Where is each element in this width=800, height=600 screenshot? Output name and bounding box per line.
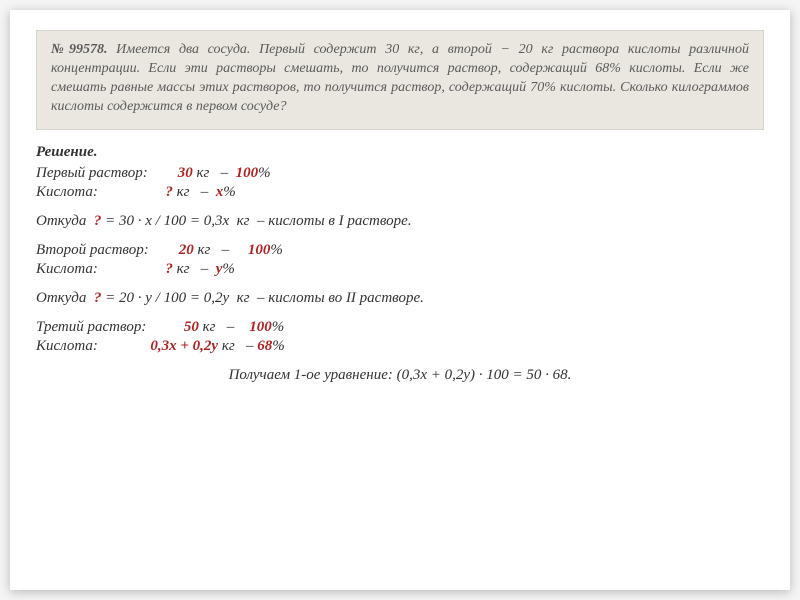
sol2-derive-word: Откуда xyxy=(36,290,94,306)
pct-sign: % xyxy=(272,338,285,354)
final-equation: Получаем 1-ое уравнение: (0,3x + 0,2y) ·… xyxy=(36,367,764,384)
sol2-l1-pct: 100 xyxy=(248,242,271,258)
sol3-l2-label: Кислота: xyxy=(36,338,98,354)
sol2-l1-val: 20 xyxy=(179,242,194,258)
sol1-line2: Кислота: ? кг – x% xyxy=(36,184,764,201)
problem-number: №99578. xyxy=(51,42,107,57)
pct-sign: % xyxy=(223,184,236,200)
sol1-derive: Откуда ? = 30 · x / 100 = 0,3x кг – кисл… xyxy=(36,213,764,230)
sol3-l2-expr: 0,3x + 0,2y xyxy=(150,338,218,354)
sol1-l2-dash: – xyxy=(189,184,215,200)
sol3-l1-val: 50 xyxy=(184,319,199,335)
sol3-l2-pct: 68 xyxy=(257,338,272,354)
sol1-l1-unit: кг xyxy=(193,165,210,181)
sol1-derive-body: = 30 · x / 100 = 0,3x кг – кислоты в I р… xyxy=(101,213,411,229)
sol2-derive-body: = 20 · y / 100 = 0,2y кг – кислоты во II… xyxy=(101,290,424,306)
pct-sign: % xyxy=(258,165,271,181)
sol2-l2-unit: кг xyxy=(173,261,190,277)
sol2-line2: Кислота: ? кг – y% xyxy=(36,261,764,278)
sol1-derive-word: Откуда xyxy=(36,213,94,229)
sol1-l2-unit: кг xyxy=(173,184,190,200)
sol3-l1-dash: – xyxy=(215,319,249,335)
sol1-line1: Первый раствор: 30 кг – 100% xyxy=(36,165,764,182)
sol2-l2-val: ? xyxy=(165,261,173,277)
sol2-derive: Откуда ? = 20 · y / 100 = 0,2y кг – кисл… xyxy=(36,290,764,307)
sol1-l2-label: Кислота: xyxy=(36,184,98,200)
sol3-l2-unit: кг xyxy=(218,338,235,354)
gap xyxy=(36,280,764,288)
problem-statement: №99578. Имеется два сосуда. Первый содер… xyxy=(36,30,764,130)
sol3-line1: Третий раствор: 50 кг – 100% xyxy=(36,319,764,336)
sol2-l1-label: Второй раствор: xyxy=(36,242,149,258)
sol2-line1: Второй раствор: 20 кг – 100% xyxy=(36,242,764,259)
sol3-l2-dash: – xyxy=(235,338,258,354)
sol1-l1-pct: 100 xyxy=(236,165,259,181)
pct-sign: % xyxy=(270,242,283,258)
pct-sign: % xyxy=(272,319,285,335)
sol1-l1-label: Первый раствор: xyxy=(36,165,148,181)
sol3-line2: Кислота: 0,3x + 0,2y кг – 68% xyxy=(36,338,764,355)
gap xyxy=(36,232,764,240)
gap xyxy=(36,203,764,211)
sol2-l1-unit: кг xyxy=(194,242,211,258)
sol3-l1-pct: 100 xyxy=(249,319,272,335)
sol3-l1-unit: кг xyxy=(199,319,216,335)
sol3-l1-label: Третий раствор: xyxy=(36,319,146,335)
pct-sign: % xyxy=(222,261,235,277)
gap xyxy=(36,309,764,317)
sol2-l1-dash: – xyxy=(210,242,248,258)
sol1-l1-val: 30 xyxy=(178,165,193,181)
solution-title: Решение. xyxy=(36,144,764,161)
sol1-l1-dash: – xyxy=(209,165,235,181)
sol2-l2-label: Кислота: xyxy=(36,261,98,277)
slide: №99578. Имеется два сосуда. Первый содер… xyxy=(10,10,790,590)
sol1-l2-val: ? xyxy=(165,184,173,200)
sol2-l2-dash: – xyxy=(189,261,215,277)
problem-text: Имеется два сосуда. Первый содержит 30 к… xyxy=(51,42,749,114)
